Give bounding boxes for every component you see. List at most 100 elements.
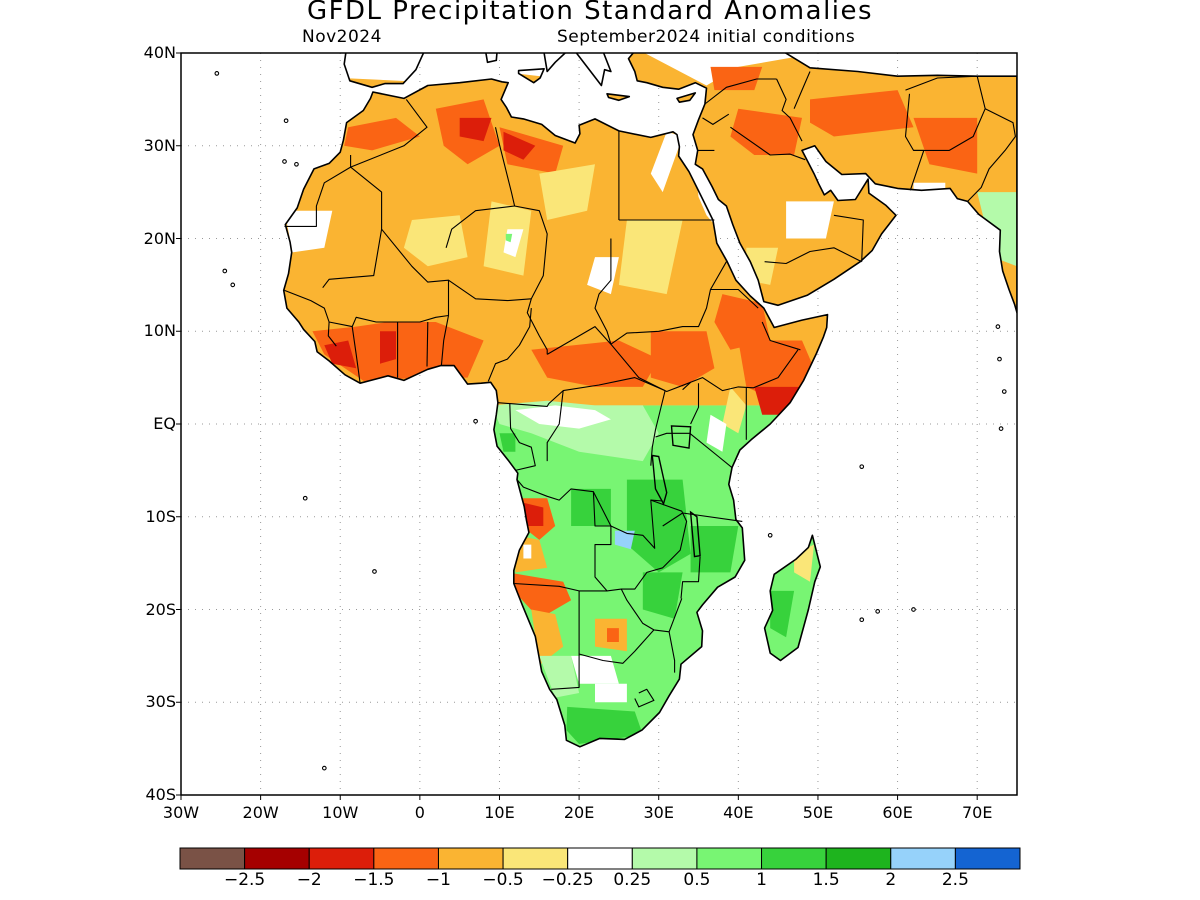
colorbar	[179, 847, 1021, 870]
south-sudan-dry	[650, 331, 715, 387]
island	[321, 765, 327, 771]
drc-south-wet	[571, 488, 611, 526]
angola-white	[523, 544, 532, 559]
coastline-3	[343, 53, 612, 89]
algeria-very-dry	[459, 117, 492, 142]
border-11	[709, 261, 759, 309]
nile-white	[650, 131, 683, 193]
border-38	[704, 78, 777, 105]
colorbar-swatch	[437, 847, 504, 870]
chart-title: GFDL Precipitation Standard Anomalies	[306, 0, 874, 26]
colorbar-label: −0.25	[541, 870, 594, 890]
island	[372, 569, 377, 574]
island	[997, 356, 1002, 362]
congo-white	[515, 405, 611, 429]
lat-label: 10S	[145, 506, 176, 526]
border-45	[833, 214, 864, 262]
border-18	[351, 326, 361, 384]
lon-label: 40E	[723, 803, 754, 822]
india-wet	[977, 192, 1017, 267]
border-42	[776, 78, 803, 142]
colorbar-swatch	[890, 847, 956, 870]
colorbar-swatch	[567, 847, 633, 870]
lon-label: 10E	[484, 803, 515, 822]
somalia-very-dry	[754, 386, 802, 415]
lake-2	[689, 510, 701, 558]
southafrica-white	[595, 683, 627, 703]
island	[859, 464, 865, 470]
initial-conditions: September2024 initial conditions	[557, 27, 856, 47]
zambia-very-wet	[626, 479, 691, 573]
border-12	[761, 321, 801, 351]
island	[230, 282, 236, 288]
colorbar-swatch	[502, 847, 569, 870]
border-24	[650, 390, 666, 466]
border-19	[327, 321, 337, 347]
arabia-white	[786, 201, 834, 239]
zimbabwe-very-wet	[642, 572, 683, 619]
border-9	[610, 289, 712, 345]
lat-label: 20S	[145, 599, 176, 619]
forecast-month: Nov2024	[302, 27, 382, 47]
border-32	[680, 556, 701, 599]
lon-label: 60E	[882, 803, 913, 822]
ghana-very-dry	[380, 331, 396, 364]
anomaly-fields	[283, 53, 1017, 747]
lat-label: 30S	[145, 692, 176, 712]
border-35	[578, 629, 655, 664]
lat-label: 10N	[143, 321, 176, 341]
coastline-0	[282, 78, 829, 748]
island	[1001, 389, 1007, 394]
border-36	[668, 631, 676, 673]
island	[998, 426, 1004, 431]
namibia-dry	[531, 609, 564, 666]
border-21	[497, 377, 666, 407]
lon-label: 30E	[643, 803, 674, 822]
turkey-dry	[710, 66, 763, 91]
colorbar-label: −0.5	[482, 870, 524, 890]
island	[214, 71, 220, 76]
lake-0	[670, 425, 692, 449]
island	[859, 617, 865, 623]
colorbar-label: 0.5	[683, 870, 711, 890]
lon-label: 70E	[961, 803, 993, 822]
kenya-white	[706, 414, 727, 452]
sudan-pale	[618, 220, 683, 295]
island	[302, 495, 308, 501]
axis-ticks	[176, 52, 978, 800]
coastline-9	[1055, 333, 1071, 368]
island	[995, 324, 1001, 329]
pakistan-white	[913, 182, 946, 202]
namibia-south-light	[539, 655, 580, 698]
colorbar-label: −2.5	[223, 870, 266, 890]
niger-wet-dot	[505, 233, 513, 243]
libya-very-dry	[503, 131, 536, 160]
colorbar-label: 1.5	[812, 870, 840, 890]
island	[283, 118, 289, 124]
island	[294, 161, 299, 167]
mali-pale	[403, 215, 468, 267]
border-26	[690, 383, 700, 425]
border-16	[426, 321, 429, 367]
coastline-7	[606, 93, 631, 102]
colorbar-swatch	[761, 847, 827, 870]
angola-very-dry	[523, 502, 544, 526]
colorbar-label: −1	[425, 870, 451, 890]
colorbar-swatch	[244, 847, 310, 870]
border-1	[284, 155, 352, 227]
coastline-6	[488, 25, 495, 40]
border-49	[629, 18, 647, 37]
colorbar-swatch	[631, 847, 698, 870]
colorbar-label: 1	[756, 870, 767, 890]
colorbar-swatch	[825, 847, 892, 870]
colorbar-label: −2	[296, 870, 322, 890]
coastline-4	[517, 68, 545, 84]
island	[222, 268, 228, 274]
colorbar-swatch	[308, 847, 375, 870]
coastline-5	[485, 53, 498, 64]
border-20	[487, 308, 532, 382]
angola-south-dry	[515, 535, 548, 573]
iran-dry	[810, 90, 914, 137]
island	[911, 607, 916, 612]
